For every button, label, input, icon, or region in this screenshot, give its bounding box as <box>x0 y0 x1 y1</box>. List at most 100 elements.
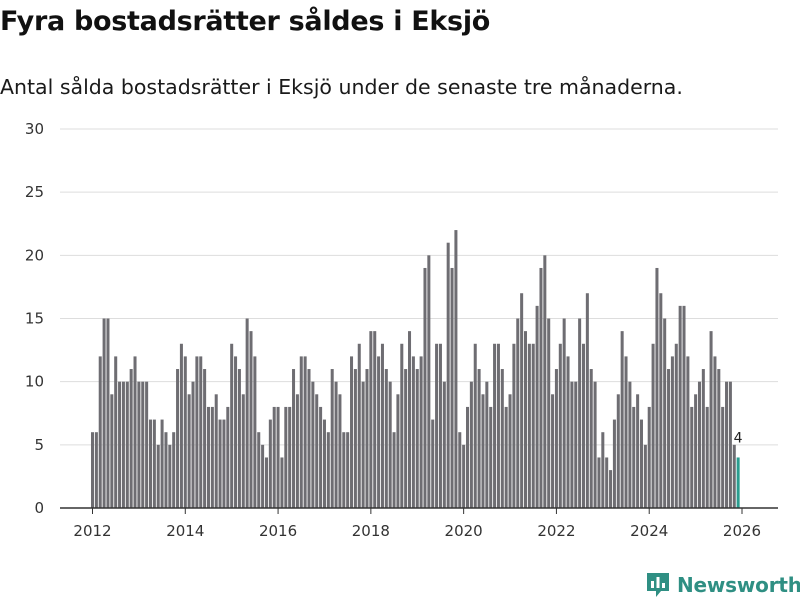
bar <box>183 356 187 508</box>
bar <box>350 356 354 508</box>
bar <box>620 331 624 508</box>
bar <box>659 293 663 508</box>
bar <box>152 419 156 508</box>
bar <box>512 343 516 508</box>
bar <box>411 356 415 508</box>
bar <box>118 381 122 508</box>
bar <box>454 230 458 508</box>
bar <box>609 470 613 508</box>
bar <box>141 381 145 508</box>
bar <box>717 369 721 508</box>
bar <box>106 318 110 508</box>
bar <box>535 305 539 508</box>
bar <box>392 432 396 508</box>
bar <box>404 369 408 508</box>
bar <box>493 343 497 508</box>
bar <box>485 381 489 508</box>
bar <box>121 381 125 508</box>
y-tick-label: 30 <box>25 120 44 138</box>
bar <box>500 369 504 508</box>
bar <box>284 406 288 508</box>
bar <box>562 318 566 508</box>
bar <box>102 318 106 508</box>
bar <box>427 255 431 508</box>
bar <box>342 432 346 508</box>
bar <box>655 267 659 508</box>
y-tick-label: 25 <box>25 183 44 201</box>
bar <box>489 406 493 508</box>
bar <box>292 369 296 508</box>
bar <box>203 369 207 508</box>
bar <box>353 369 357 508</box>
bar <box>176 369 180 508</box>
bar <box>725 381 729 508</box>
bar <box>222 419 226 508</box>
bar <box>295 394 299 508</box>
bar <box>574 381 578 508</box>
bar <box>326 432 330 508</box>
bar <box>334 381 338 508</box>
bar <box>380 343 384 508</box>
bar <box>667 369 671 508</box>
bar <box>98 356 102 508</box>
bar <box>647 406 651 508</box>
bar <box>234 356 238 508</box>
x-tick-label: 2026 <box>723 522 761 540</box>
bar <box>442 381 446 508</box>
bar <box>551 394 555 508</box>
bar <box>663 318 667 508</box>
y-tick-label: 10 <box>25 373 44 391</box>
bar <box>179 343 183 508</box>
bar <box>330 369 334 508</box>
bar <box>423 267 427 508</box>
bar <box>578 318 582 508</box>
bar <box>705 406 709 508</box>
bar <box>496 343 500 508</box>
annotations: 4 <box>734 430 743 446</box>
bar <box>168 444 172 508</box>
bar <box>473 343 477 508</box>
brand-name: Newsworthy <box>677 573 800 597</box>
bar <box>361 381 365 508</box>
bar <box>210 406 214 508</box>
bar <box>585 293 589 508</box>
bar <box>481 394 485 508</box>
bar <box>129 369 133 508</box>
bar <box>373 331 377 508</box>
bar <box>272 406 276 508</box>
bar <box>206 406 210 508</box>
bar <box>338 394 342 508</box>
x-tick-label: 2018 <box>352 522 390 540</box>
bar <box>435 343 439 508</box>
gridlines <box>60 128 778 446</box>
bar <box>307 369 311 508</box>
bar <box>531 343 535 508</box>
bar <box>597 457 601 508</box>
bars <box>90 230 740 508</box>
bar <box>516 318 520 508</box>
bar <box>508 394 512 508</box>
bar <box>241 394 245 508</box>
bar <box>466 406 470 508</box>
bar <box>639 419 643 508</box>
bar <box>388 381 392 508</box>
bar <box>701 369 705 508</box>
y-axis-ticks: 0 5 10 15 20 25 30 <box>25 120 44 517</box>
bar <box>214 394 218 508</box>
bar <box>558 343 562 508</box>
bar-highlight <box>736 457 740 508</box>
bar <box>261 444 265 508</box>
newsworthy-logo-icon <box>647 573 669 597</box>
bar <box>384 369 388 508</box>
bar <box>543 255 547 508</box>
bar <box>396 394 400 508</box>
bar <box>477 369 481 508</box>
bar <box>415 369 419 508</box>
bar-chart: 0 5 10 15 20 25 30 2012 2014 2016 2018 2020 2022 202… <box>25 120 778 540</box>
bar <box>172 432 176 508</box>
bar <box>462 444 466 508</box>
bar <box>195 356 199 508</box>
bar <box>264 457 268 508</box>
x-tick-label: 2016 <box>259 522 297 540</box>
bar <box>713 356 717 508</box>
